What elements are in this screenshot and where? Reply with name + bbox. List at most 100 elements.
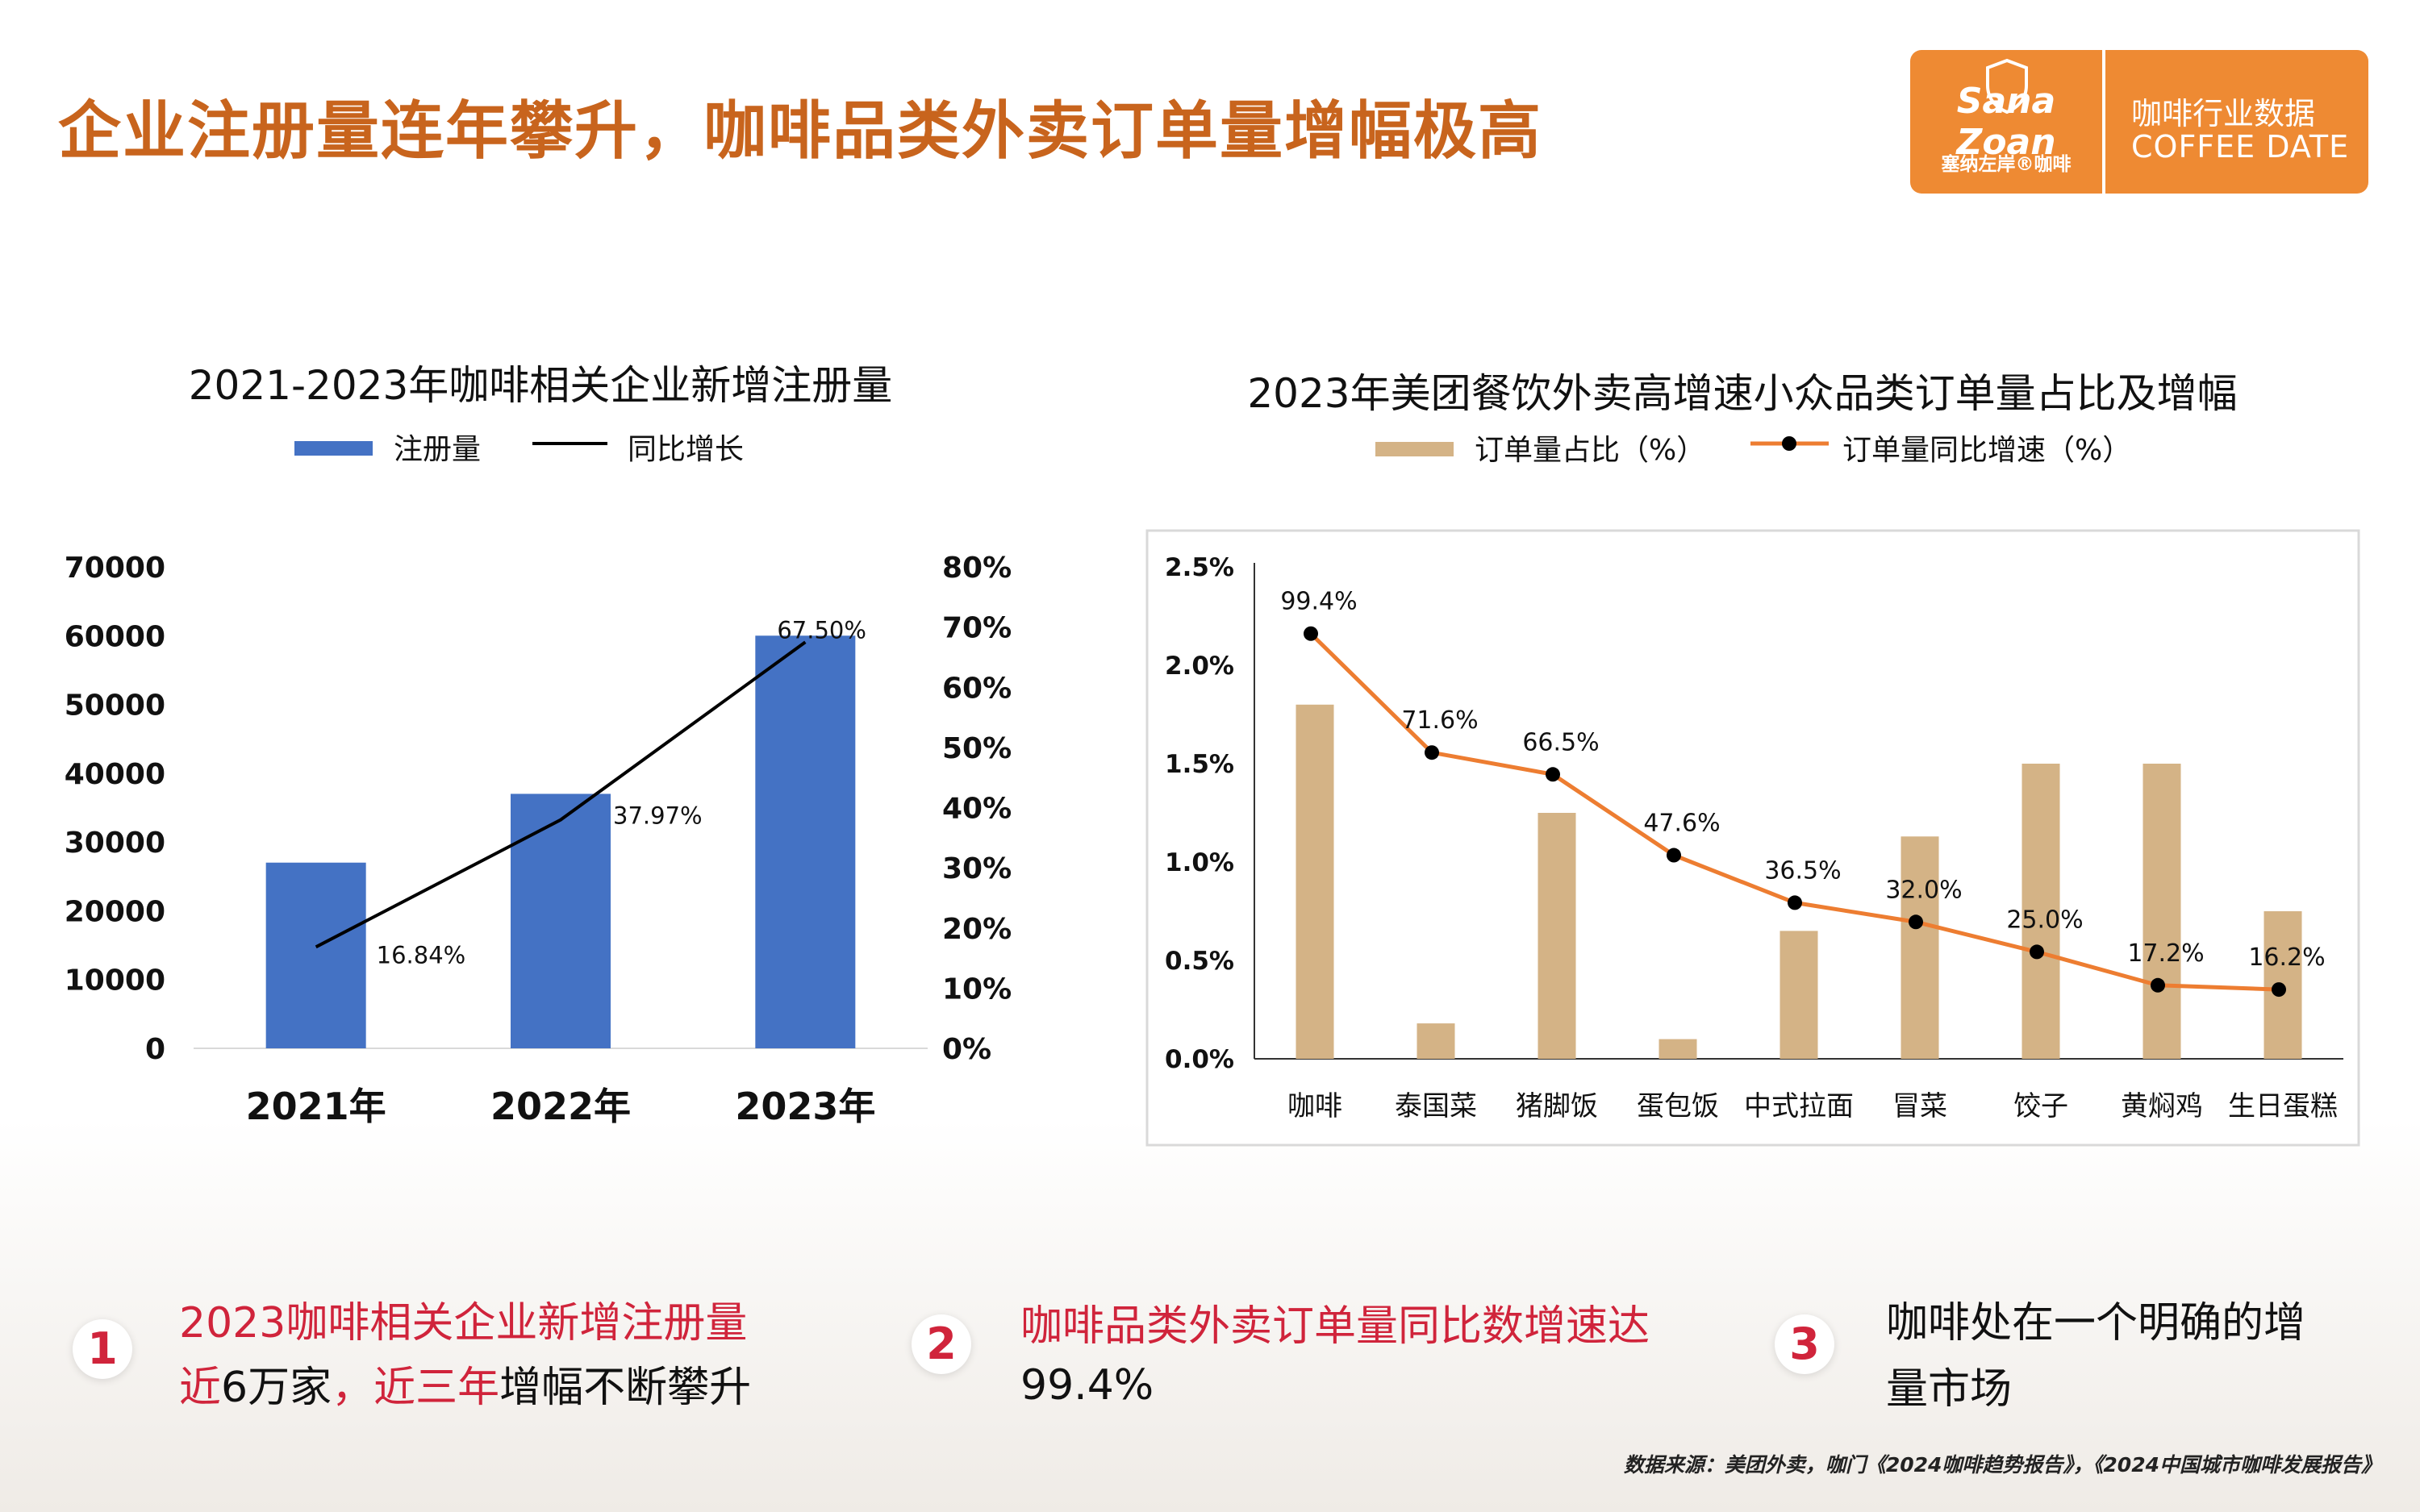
point-1-line2: 近6万家，近三年增幅不断攀升 [179, 1353, 751, 1414]
y-left-tick-label: 1.0% [1165, 848, 1234, 877]
growth-data-label: 17.2% [2127, 939, 2204, 968]
bar [1417, 1023, 1455, 1059]
x-tick-label: 2022年 [490, 1085, 631, 1128]
bar [1901, 836, 1939, 1059]
growth-marker [1304, 626, 1318, 641]
x-tick-label: 2023年 [735, 1085, 875, 1128]
growth-marker [1909, 914, 1923, 930]
y-left-tick-label: 70000 [65, 552, 165, 585]
y-right-tick-label: 10% [942, 973, 1012, 1006]
point-2-line2: 99.4% [1020, 1361, 1154, 1410]
point-1-text-c: ，近三年 [332, 1364, 500, 1412]
logo-tagline-cn: 咖啡行业数据 [2131, 96, 2316, 131]
x-tick-label: 饺子 [2013, 1090, 2068, 1123]
y-left-tick-label: 40000 [65, 758, 165, 791]
growth-marker [1425, 745, 1439, 760]
point-3-line2: 量市场 [1886, 1365, 2013, 1414]
bar [755, 635, 856, 1048]
growth-data-label: 25.0% [2006, 906, 2083, 934]
point-2-line1: 咖啡品类外卖订单量同比数增速达 [1020, 1302, 1650, 1351]
x-tick-label: 中式拉面 [1744, 1090, 1854, 1123]
chart1-title: 2021-2023年咖啡相关企业新增注册量 [188, 362, 893, 409]
legend-swatch-marker [1782, 436, 1796, 451]
logo-divider [2102, 50, 2105, 194]
x-tick-label: 咖啡 [1287, 1090, 1342, 1123]
y-left-tick-label: 2.5% [1165, 553, 1234, 582]
shield-icon [1986, 58, 2028, 115]
y-right-tick-label: 20% [942, 913, 1012, 946]
growth-data-label: 16.84% [377, 941, 466, 968]
y-right-tick-label: 80% [942, 552, 1012, 585]
growth-marker [2030, 944, 2044, 960]
y-left-tick-label: 20000 [65, 895, 165, 928]
growth-line [315, 640, 807, 949]
data-source-note: 数据来源：美团外卖，咖门《2024咖啡趋势报告》，《2024中国城市咖啡发展报告… [1623, 1453, 2381, 1477]
x-tick-label: 泰国菜 [1395, 1090, 1477, 1123]
x-tick-label: 黄焖鸡 [2121, 1090, 2203, 1123]
point-1-number: 1 [73, 1319, 132, 1379]
y-left-tick-label: 2.0% [1165, 652, 1234, 681]
point-3-line1: 咖啡处在一个明确的增 [1886, 1299, 2306, 1347]
growth-data-label: 36.5% [1764, 856, 1841, 885]
logo-cn-name: 塞纳左岸®咖啡 [1941, 154, 2072, 175]
delivery-category-chart: 订单量占比（%） 订单量同比增速（%） 0.0% 0.5% 1.0% 1.5% 2.0% 2.… [1145, 434, 2360, 1147]
growth-data-label: 99.4% [1280, 588, 1357, 616]
y-right-tick-label: 50% [942, 732, 1012, 765]
y-right-tick-label: 70% [942, 612, 1012, 645]
point-1-text-b: 6万家 [221, 1364, 332, 1412]
growth-data-label: 32.0% [1885, 876, 1962, 904]
bar [511, 793, 611, 1048]
logo-brand-name: Sana Zoan [1956, 81, 2056, 163]
y-left-tick-label: 0.5% [1165, 947, 1234, 976]
point-1-text-a: 近 [179, 1364, 222, 1412]
y-left-tick-label: 0.0% [1165, 1045, 1234, 1074]
growth-marker [1788, 895, 1802, 910]
y-left-tick-label: 50000 [65, 689, 165, 723]
bar [2143, 764, 2181, 1059]
point-1-line1: 2023咖啡相关企业新增注册量 [179, 1299, 748, 1347]
legend-swatch-bar [1375, 442, 1454, 456]
chart2-title: 2023年美团餐饮外卖高增速小众品类订单量占比及增幅 [1247, 370, 2238, 417]
growth-data-label: 37.97% [613, 802, 703, 830]
y-right-tick-label: 40% [942, 793, 1012, 826]
legend-swatch-bar [294, 441, 373, 456]
brand-logo: Sana Zoan 塞纳左岸®咖啡 咖啡行业数据 COFFEE DATE [1910, 50, 2368, 194]
growth-data-label: 71.6% [1401, 706, 1478, 735]
bar [2022, 764, 2060, 1059]
page-title: 企业注册量连年攀升，咖啡品类外卖订单量增幅极高 [58, 95, 1543, 168]
growth-data-label: 16.2% [2248, 943, 2325, 972]
registration-chart: 注册量 同比增长 0 10000 20000 30000 40000 50000 60000 70… [65, 433, 1012, 1128]
legend-label-bar: 注册量 [394, 433, 481, 466]
growth-marker [1546, 767, 1560, 782]
legend-label-line: 订单量同比增速（%） [1842, 434, 2131, 467]
x-tick-label: 猪脚饭 [1516, 1090, 1598, 1123]
legend-label-bar: 订单量占比（%） [1475, 434, 1705, 467]
growth-data-label: 66.5% [1522, 728, 1599, 756]
bar [1780, 931, 1818, 1059]
point-2-number: 2 [912, 1314, 971, 1374]
x-tick-label: 2021年 [246, 1085, 386, 1128]
growth-marker [2272, 982, 2286, 998]
y-right-tick-label: 0% [942, 1033, 991, 1066]
y-left-tick-label: 0 [145, 1033, 165, 1066]
bar [1538, 813, 1576, 1059]
x-tick-label: 冒菜 [1892, 1090, 1947, 1123]
growth-data-label: 67.50% [777, 616, 866, 644]
bar [1659, 1039, 1697, 1059]
y-left-tick-label: 30000 [65, 827, 165, 860]
y-left-tick-label: 10000 [65, 964, 165, 998]
point-3-number: 3 [1775, 1314, 1834, 1374]
bar [265, 862, 366, 1048]
point-1-text-d: 增幅不断攀升 [499, 1364, 752, 1412]
bar [1296, 704, 1334, 1059]
y-left-tick-label: 60000 [65, 620, 165, 653]
y-right-tick-label: 60% [942, 672, 1012, 705]
y-left-tick-label: 1.5% [1165, 750, 1234, 779]
x-tick-label: 生日蛋糕 [2228, 1090, 2338, 1123]
logo-tagline-en: COFFEE DATE [2131, 129, 2350, 165]
growth-marker [2151, 977, 2165, 993]
x-tick-label: 蛋包饭 [1637, 1090, 1719, 1123]
growth-data-label: 47.6% [1643, 810, 1720, 838]
y-right-tick-label: 30% [942, 852, 1012, 885]
legend-label-line: 同比增长 [628, 433, 744, 466]
